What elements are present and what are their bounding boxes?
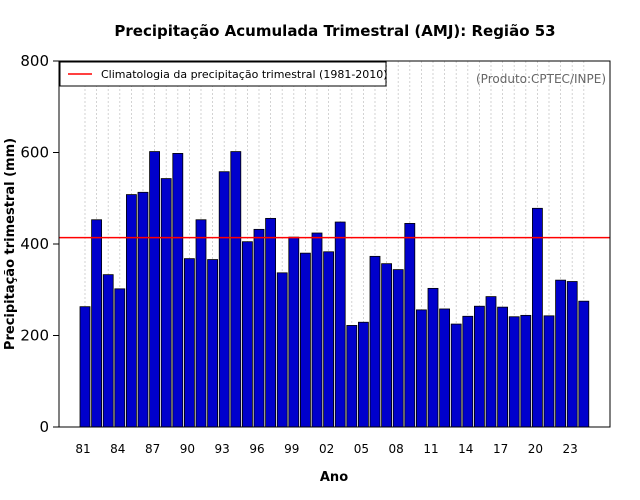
bar-02 — [323, 251, 335, 428]
bars — [79, 151, 590, 428]
x-tick-label-11: 11 — [423, 442, 438, 456]
bar-01 — [311, 232, 323, 428]
bar-10 — [415, 309, 427, 428]
x-tick-label-90: 90 — [180, 442, 195, 456]
y-axis-ticks: 0 200 400 600 800 — [20, 52, 59, 436]
x-tick-label-20: 20 — [528, 442, 543, 456]
bar-97 — [265, 217, 277, 428]
bar-18 — [508, 316, 520, 428]
bar-16 — [485, 296, 497, 428]
bar-96 — [253, 228, 265, 428]
x-tick-label-99: 99 — [284, 442, 299, 456]
bar-84 — [114, 288, 126, 428]
bar-22 — [555, 279, 566, 428]
bar-12 — [439, 308, 451, 428]
legend-box — [59, 61, 387, 87]
bar-08 — [392, 269, 404, 428]
source-label: (Produto:CPTEC/INPE) — [476, 72, 606, 86]
bar-05 — [357, 321, 369, 428]
bar-91 — [195, 219, 207, 428]
x-tick-label-81: 81 — [75, 442, 90, 456]
bar-98 — [276, 272, 288, 428]
bar-81 — [79, 306, 91, 428]
bar-87 — [149, 151, 161, 428]
x-tick-label-05: 05 — [354, 442, 369, 456]
bar-06 — [369, 255, 381, 428]
x-tick-label-84: 84 — [110, 442, 125, 456]
y-tick-label-800: 800 — [20, 52, 49, 70]
y-tick-label-200: 200 — [20, 327, 49, 345]
bar-94 — [230, 151, 242, 428]
bar-17 — [497, 306, 509, 428]
y-tick-label-0: 0 — [39, 418, 49, 436]
x-tick-label-96: 96 — [249, 442, 264, 456]
bar-13 — [450, 323, 462, 428]
bar-07 — [381, 263, 393, 428]
x-tick-label-87: 87 — [145, 442, 160, 456]
bar-15 — [473, 305, 485, 428]
bar-20 — [532, 207, 543, 428]
bar-86 — [137, 191, 149, 428]
y-tick-label-400: 400 — [20, 235, 49, 253]
bar-89 — [172, 153, 184, 428]
bar-93 — [218, 171, 230, 428]
y-tick-label-600: 600 — [20, 144, 49, 162]
bar-88 — [160, 178, 172, 428]
bar-19 — [520, 314, 532, 428]
bar-04 — [346, 325, 358, 428]
bar-99 — [288, 236, 300, 428]
chart-title: Precipitação Acumulada Trimestral (AMJ):… — [114, 22, 555, 40]
x-tick-label-23: 23 — [563, 442, 578, 456]
bar-00 — [299, 252, 311, 428]
x-tick-label-93: 93 — [215, 442, 230, 456]
bar-23 — [566, 281, 578, 428]
bar-95 — [241, 241, 253, 428]
y-axis-title: Precipitação trimestral (mm) — [3, 138, 18, 350]
legend-label: Climatologia da precipitação trimestral … — [101, 68, 388, 81]
x-axis-title: Ano — [320, 470, 348, 485]
bar-11 — [427, 287, 439, 428]
bar-03 — [334, 221, 346, 428]
x-tick-label-17: 17 — [493, 442, 508, 456]
x-tick-label-14: 14 — [458, 442, 473, 456]
bar-83 — [102, 274, 114, 428]
bar-09 — [404, 223, 416, 428]
bar-14 — [462, 315, 474, 428]
x-tick-label-02: 02 — [319, 442, 334, 456]
bar-24 — [578, 300, 590, 428]
x-axis-ticks: 81 84 87 90 93 96 99 02 05 08 11 14 17 20 23 — [75, 442, 577, 456]
bar-82 — [91, 219, 102, 428]
x-tick-label-08: 08 — [389, 442, 404, 456]
bar-92 — [207, 259, 219, 428]
legend: Climatologia da precipitação trimestral … — [59, 61, 388, 87]
bar-85 — [126, 194, 137, 428]
bar-90 — [183, 258, 195, 428]
bar-21 — [543, 315, 555, 428]
